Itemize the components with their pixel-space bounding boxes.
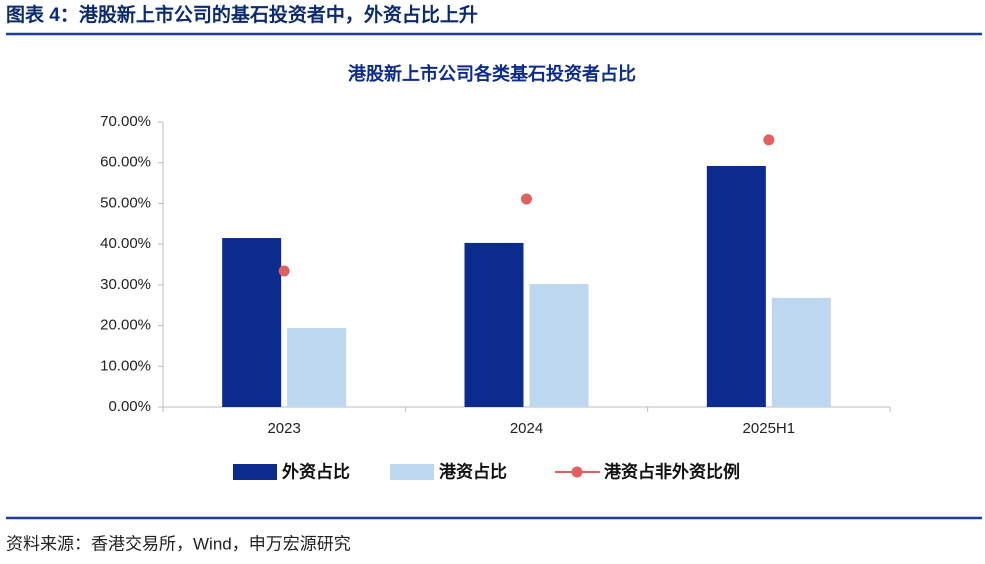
y-tick-label: 0.00% [108,398,151,415]
bar [706,165,766,407]
bar [771,297,831,407]
bar [464,242,524,407]
y-tick-label: 10.00% [100,357,151,374]
legend-label: 港资占比 [439,461,507,481]
dot [278,265,290,277]
y-tick-label: 20.00% [100,317,151,334]
legend-swatch [390,464,434,480]
legend-swatch [571,466,583,478]
source-note: 资料来源：香港交易所，Wind，申万宏源研究 [6,534,351,553]
legend-label: 外资占比 [282,461,350,481]
legend-swatch [233,464,277,480]
bar [529,284,589,407]
dot [763,134,775,146]
y-tick-label: 30.00% [100,276,151,293]
y-tick-label: 40.00% [100,235,151,252]
y-tick-label: 70.00% [100,113,151,130]
legend-label: 港资占非外资比例 [604,461,740,481]
x-tick-label: 2025H1 [743,420,796,437]
bar [222,238,282,407]
x-tick-label: 2023 [267,420,300,437]
chart-title: 港股新上市公司各类基石投资者占比 [348,63,636,84]
dot [521,193,532,205]
figure-title: 图表 4：港股新上市公司的基石投资者中，外资占比上升 [6,3,478,26]
y-tick-label: 60.00% [100,154,151,171]
y-tick-label: 50.00% [100,194,151,211]
bar [287,328,347,407]
x-tick-label: 2024 [510,420,543,437]
